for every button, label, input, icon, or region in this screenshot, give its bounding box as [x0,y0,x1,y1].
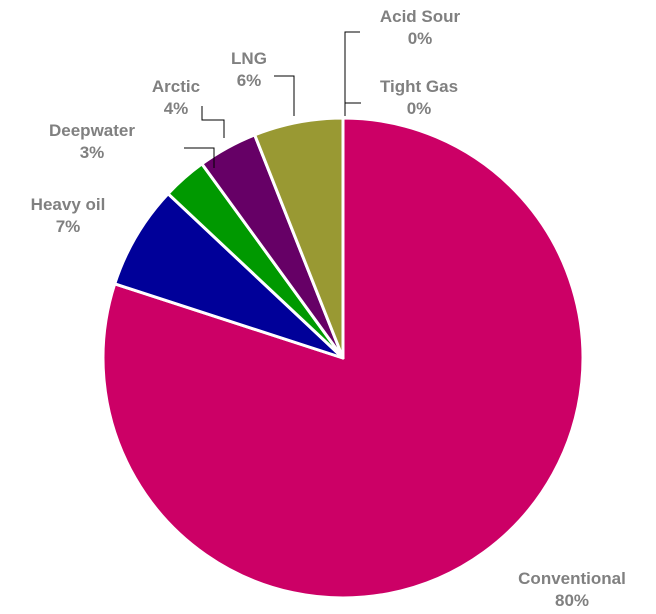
pie-slice-lng [253,116,345,360]
slice-label-name: Heavy oil [31,195,106,214]
slice-label-value: 0% [408,29,433,48]
slice-label-name: Deepwater [49,121,135,140]
slice-label-value: 80% [555,591,589,610]
leader-lines-layer [184,31,361,168]
slice-label-deepwater: Deepwater 3% [49,121,135,162]
slices-layer [101,116,585,600]
slice-label-name: Arctic [152,77,200,96]
leader-line-tight-gas [344,102,361,116]
leader-line-acid-sour [344,31,360,116]
slice-label-value: 3% [80,143,105,162]
leader-line-arctic [201,106,225,138]
slice-label-name: Tight Gas [380,77,458,96]
slice-label-value: 0% [407,99,432,118]
slice-label-heavy-oil: Heavy oil 7% [31,195,106,236]
slice-label-name: Conventional [518,569,626,588]
slice-label-arctic: Arctic 4% [152,77,200,118]
slice-label-value: 4% [164,99,189,118]
slice-label-value: 6% [237,71,262,90]
slice-label-value: 7% [56,217,81,236]
leader-line-deepwater [184,147,215,168]
slice-label-name: LNG [231,49,267,68]
slice-label-name: Acid Sour [380,7,461,26]
slice-label-lng: LNG 6% [231,49,267,90]
leader-line-lng [274,75,295,116]
labels-layer: Conventional 80% Heavy oil 7% Deepwater 3% Arc… [31,7,626,610]
slice-label-acid-sour: Acid Sour 0% [380,7,461,48]
pie-slice-conventional [101,116,585,600]
slice-label-tight-gas: Tight Gas 0% [380,77,458,118]
slice-label-conventional: Conventional 80% [518,569,626,610]
pie-slice-heavy-oil [113,192,345,360]
